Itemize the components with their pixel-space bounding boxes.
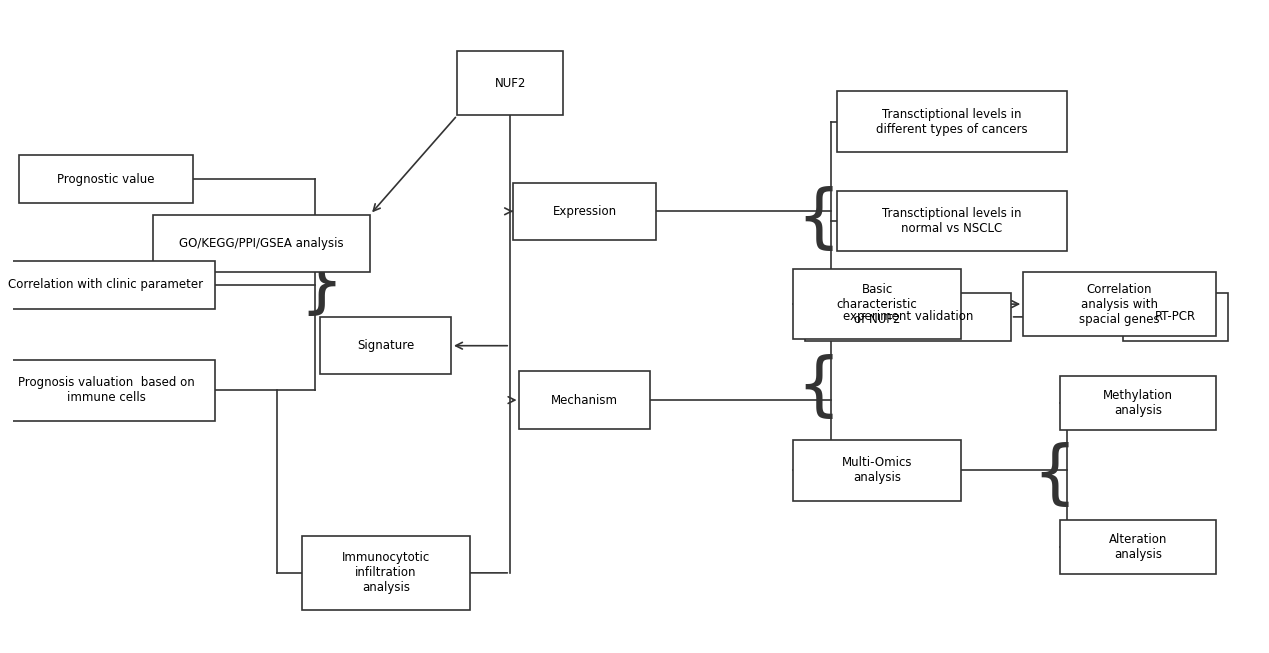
Text: {: { [797, 186, 840, 253]
Text: NUF2: NUF2 [495, 77, 525, 90]
Text: {: { [797, 354, 840, 421]
FancyBboxPatch shape [19, 155, 193, 203]
Text: }: } [299, 251, 343, 319]
Text: Immunocytotic
infiltration
analysis: Immunocytotic infiltration analysis [341, 551, 430, 594]
Text: GO/KEGG/PPI/GSEA analysis: GO/KEGG/PPI/GSEA analysis [179, 237, 344, 250]
FancyBboxPatch shape [321, 317, 450, 374]
Text: Mechanism: Mechanism [551, 394, 618, 407]
FancyBboxPatch shape [793, 269, 961, 340]
FancyBboxPatch shape [806, 293, 1010, 341]
Text: Basic
characteristic
of NUF2: Basic characteristic of NUF2 [836, 283, 917, 326]
Text: Signature: Signature [357, 339, 415, 352]
FancyBboxPatch shape [302, 536, 470, 610]
FancyBboxPatch shape [152, 214, 371, 272]
FancyBboxPatch shape [0, 261, 214, 309]
FancyBboxPatch shape [1023, 272, 1216, 336]
FancyBboxPatch shape [513, 182, 656, 240]
Text: {: { [1033, 442, 1077, 509]
Text: RT-PCR: RT-PCR [1155, 310, 1197, 323]
Text: Methylation
analysis: Methylation analysis [1103, 389, 1173, 417]
FancyBboxPatch shape [1061, 376, 1216, 430]
Text: experiment validation: experiment validation [843, 310, 973, 323]
Text: Expression: Expression [553, 205, 617, 218]
FancyBboxPatch shape [836, 91, 1067, 152]
Text: Prognostic value: Prognostic value [57, 173, 155, 186]
FancyBboxPatch shape [1061, 520, 1216, 575]
FancyBboxPatch shape [793, 440, 961, 501]
FancyBboxPatch shape [519, 372, 650, 429]
Text: Correlation with clinic parameter: Correlation with clinic parameter [9, 278, 203, 291]
Text: Alteration
analysis: Alteration analysis [1109, 534, 1167, 562]
Text: Multi-Omics
analysis: Multi-Omics analysis [841, 456, 912, 485]
FancyBboxPatch shape [836, 191, 1067, 251]
FancyBboxPatch shape [457, 52, 563, 116]
Text: Transctiptional levels in
normal vs NSCLC: Transctiptional levels in normal vs NSCL… [882, 207, 1022, 235]
FancyBboxPatch shape [1123, 293, 1228, 341]
Text: Prognosis valuation  based on
immune cells: Prognosis valuation based on immune cell… [18, 377, 194, 404]
FancyBboxPatch shape [0, 360, 214, 421]
Text: Transctiptional levels in
different types of cancers: Transctiptional levels in different type… [876, 108, 1028, 136]
Text: Correlation
analysis with
spacial genes: Correlation analysis with spacial genes [1079, 283, 1160, 326]
